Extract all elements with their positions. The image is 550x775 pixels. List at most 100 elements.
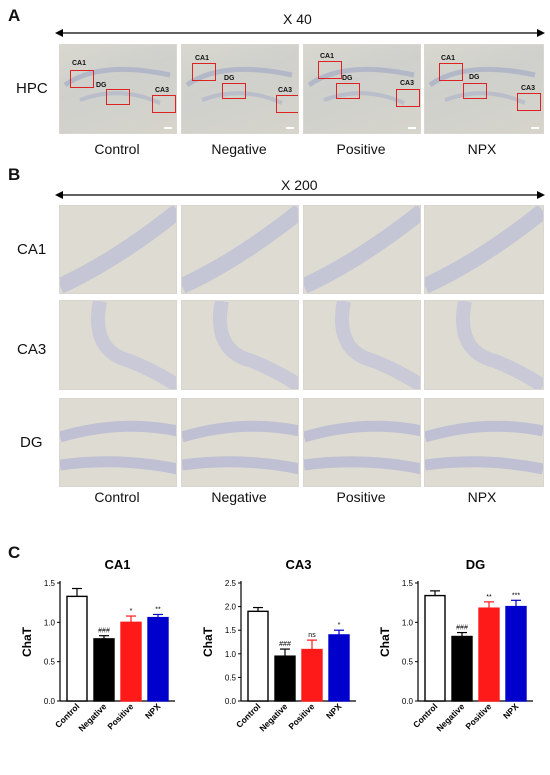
- bar-positive: [120, 621, 142, 702]
- panel-a-magnification-arrow: [55, 29, 545, 37]
- roi-label-dg: DG: [469, 74, 480, 81]
- roi-box-ca1: [70, 70, 94, 88]
- scale-bar: [531, 127, 539, 129]
- roi-label-ca3: CA3: [155, 87, 170, 94]
- col-label-positive-a: Positive: [336, 141, 386, 157]
- row-label-dg: DG: [20, 434, 43, 451]
- micrograph-ca3-negative: [181, 300, 299, 390]
- roi-label-dg: DG: [342, 75, 353, 82]
- panel-a-letter: A: [8, 6, 21, 25]
- micrograph-dg-control: [59, 398, 177, 487]
- significance-npx: ***: [512, 592, 520, 599]
- hpc-micrograph-positive: CA1 DG CA3: [303, 44, 421, 134]
- roi-label-ca3: CA3: [400, 80, 415, 87]
- y-tick-label: 0.0: [44, 697, 56, 706]
- roi-box-ca3: [517, 93, 541, 111]
- panel-b-magnification-arrow: [55, 191, 545, 199]
- hpc-micrograph-negative: CA1 DG CA3: [181, 44, 299, 134]
- roi-box-ca3: [152, 95, 176, 113]
- micrograph-ca3-positive: [303, 300, 421, 390]
- roi-label-ca1: CA1: [195, 55, 210, 62]
- panel-b-letter: B: [8, 165, 21, 184]
- y-axis-label: ChaT: [20, 626, 34, 657]
- roi-label-dg: DG: [224, 75, 235, 82]
- micrograph-ca1-npx: [424, 205, 544, 294]
- roi-box-dg: [222, 83, 246, 99]
- roi-box-dg: [336, 83, 360, 99]
- y-tick-label: 0.5: [44, 658, 56, 667]
- significance-positive: **: [486, 594, 492, 601]
- significance-negative: ###: [98, 628, 110, 635]
- roi-label-ca3: CA3: [278, 87, 293, 94]
- y-tick-label: 1.5: [402, 579, 414, 588]
- micrograph-dg-positive: [303, 398, 421, 487]
- x-tick-label-positive: Positive: [105, 701, 135, 731]
- roi-box-ca3: [396, 89, 420, 107]
- panel-a-magnification: X 40: [283, 11, 312, 27]
- bar-npx: [328, 634, 350, 702]
- bar-npx: [505, 605, 527, 702]
- x-tick-label-negative: Negative: [76, 701, 108, 733]
- bar-control: [247, 610, 269, 702]
- y-tick-label: 0.5: [402, 658, 414, 667]
- y-tick-label: 0.0: [225, 697, 237, 706]
- chart-title: CA3: [285, 557, 311, 572]
- x-tick-label-positive: Positive: [463, 701, 493, 731]
- micrograph-ca1-positive: [303, 205, 421, 294]
- bar-negative: [451, 635, 473, 702]
- chart-title: CA1: [104, 557, 130, 572]
- col-label-control-a: Control: [94, 141, 140, 157]
- y-tick-label: 0.5: [225, 673, 237, 682]
- bar-control: [66, 595, 88, 702]
- row-label-hpc: HPC: [16, 80, 48, 97]
- panel-c-letter: C: [8, 543, 21, 562]
- roi-box-dg: [106, 89, 130, 105]
- y-tick-label: 1.5: [225, 626, 237, 635]
- scale-bar: [286, 127, 294, 129]
- bar-positive: [478, 607, 500, 702]
- chart-ca3: CA3ChaT0.00.51.01.52.02.5Control###Negat…: [201, 557, 356, 733]
- bar-negative: [274, 655, 296, 702]
- bar-negative: [93, 638, 115, 702]
- scale-bar: [164, 127, 172, 129]
- roi-label-ca1: CA1: [441, 55, 456, 62]
- hpc-micrograph-npx: CA1 DG CA3: [424, 44, 544, 134]
- significance-npx: **: [155, 606, 161, 613]
- roi-label-ca1: CA1: [72, 60, 87, 67]
- micrograph-dg-negative: [181, 398, 299, 487]
- y-tick-label: 0.0: [402, 697, 414, 706]
- significance-negative: ###: [456, 625, 468, 632]
- col-label-control-b: Control: [94, 489, 140, 505]
- roi-label-ca1: CA1: [320, 53, 335, 60]
- significance-positive: *: [130, 608, 133, 615]
- micrograph-dg-npx: [424, 398, 544, 487]
- significance-npx: *: [338, 622, 341, 629]
- micrograph-ca1-control: [59, 205, 177, 294]
- roi-label-ca3: CA3: [521, 85, 536, 92]
- row-label-ca1: CA1: [17, 241, 47, 258]
- y-axis-label: ChaT: [378, 626, 392, 657]
- roi-box-ca1: [192, 63, 216, 81]
- roi-box-ca1: [439, 63, 463, 81]
- y-tick-label: 1.0: [44, 618, 56, 627]
- x-tick-label-negative: Negative: [257, 701, 289, 733]
- y-tick-label: 2.5: [225, 579, 237, 588]
- scale-bar: [408, 127, 416, 129]
- chart-title: DG: [466, 557, 486, 572]
- y-tick-label: 1.5: [44, 579, 56, 588]
- row-label-ca3: CA3: [17, 341, 47, 358]
- y-tick-label: 1.0: [225, 650, 237, 659]
- bar-positive: [301, 648, 323, 702]
- roi-box-ca1: [318, 61, 342, 79]
- roi-box-dg: [463, 83, 487, 99]
- y-tick-label: 2.0: [225, 603, 237, 612]
- significance-positive: ns: [308, 632, 316, 639]
- chart-dg: DGChaT0.00.51.01.5Control###Negative**Po…: [378, 557, 533, 733]
- col-label-positive-b: Positive: [336, 489, 386, 505]
- micrograph-ca3-npx: [424, 300, 544, 390]
- col-label-negative-a: Negative: [211, 141, 267, 157]
- col-label-negative-b: Negative: [211, 489, 267, 505]
- col-label-npx-b: NPX: [467, 489, 497, 505]
- roi-box-ca3: [276, 95, 298, 113]
- x-tick-label-npx: NPX: [324, 701, 344, 721]
